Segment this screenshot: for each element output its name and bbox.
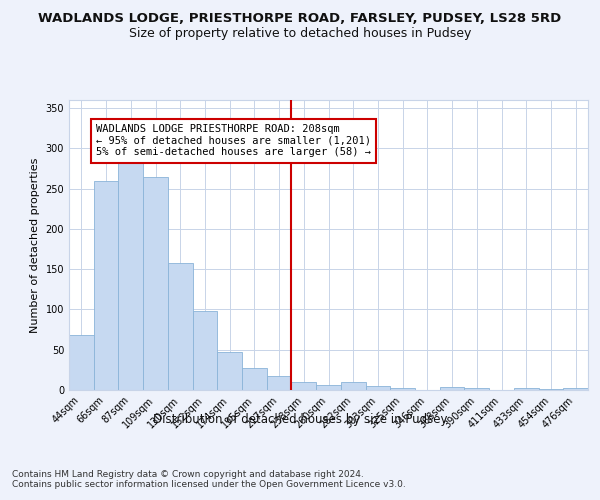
Bar	[217, 352, 242, 390]
Bar	[464, 388, 489, 390]
Bar	[341, 382, 365, 390]
Bar	[440, 387, 464, 390]
Bar	[193, 311, 217, 390]
Bar	[118, 154, 143, 390]
Bar	[69, 335, 94, 390]
Text: WADLANDS LODGE PRIESTHORPE ROAD: 208sqm
← 95% of detached houses are smaller (1,: WADLANDS LODGE PRIESTHORPE ROAD: 208sqm …	[96, 124, 371, 158]
Bar	[539, 389, 563, 390]
Y-axis label: Number of detached properties: Number of detached properties	[30, 158, 40, 332]
Bar	[390, 388, 415, 390]
Bar	[94, 180, 118, 390]
Text: WADLANDS LODGE, PRIESTHORPE ROAD, FARSLEY, PUDSEY, LS28 5RD: WADLANDS LODGE, PRIESTHORPE ROAD, FARSLE…	[38, 12, 562, 26]
Text: Size of property relative to detached houses in Pudsey: Size of property relative to detached ho…	[129, 28, 471, 40]
Bar	[292, 382, 316, 390]
Bar	[242, 368, 267, 390]
Text: Contains HM Land Registry data © Crown copyright and database right 2024.
Contai: Contains HM Land Registry data © Crown c…	[12, 470, 406, 490]
Bar	[168, 262, 193, 390]
Bar	[365, 386, 390, 390]
Text: Distribution of detached houses by size in Pudsey: Distribution of detached houses by size …	[153, 412, 447, 426]
Bar	[143, 176, 168, 390]
Bar	[514, 388, 539, 390]
Bar	[316, 385, 341, 390]
Bar	[267, 376, 292, 390]
Bar	[563, 388, 588, 390]
